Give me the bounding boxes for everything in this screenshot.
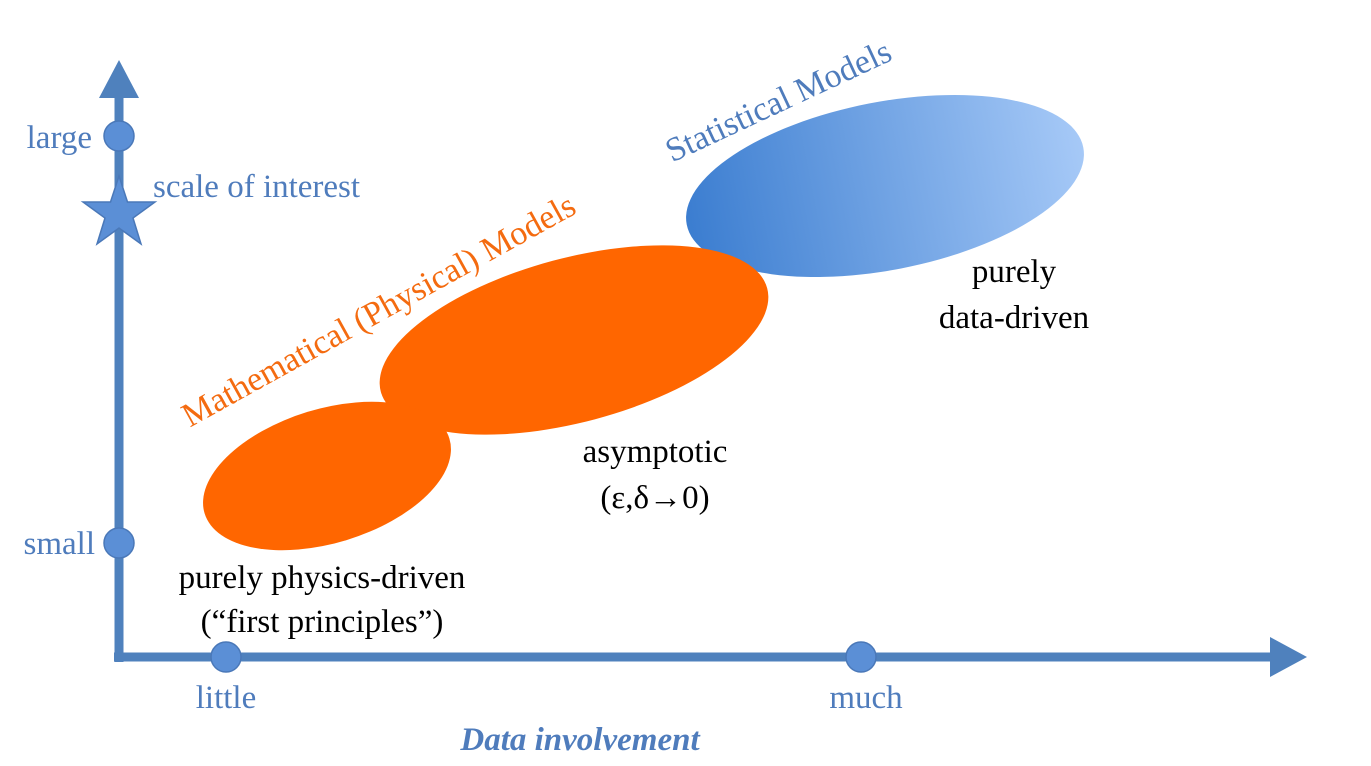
y-tick-small-label: small (24, 526, 96, 562)
x-tick-little-label: little (196, 680, 257, 716)
y-tick-small-marker (103, 527, 135, 559)
x-tick-little-marker (210, 641, 242, 673)
y-axis-arrowhead (99, 60, 139, 98)
x-tick-much-marker (845, 641, 877, 673)
data-driven-line1: purely (972, 254, 1057, 290)
scale-of-interest-label: scale of interest (153, 169, 360, 205)
axis-markers (80, 120, 877, 673)
star-icon (80, 173, 158, 246)
asymptotic-line2: (ε,δ→0) (600, 480, 709, 516)
statistical-models-ellipse (686, 94, 1084, 278)
physics-driven-line2: (“first principles”) (201, 604, 444, 640)
data-driven-line2: data-driven (939, 300, 1089, 336)
x-axis-title: Data involvement (459, 722, 700, 758)
asymptotic-line1: asymptotic (583, 434, 728, 470)
y-tick-large-label: large (27, 120, 92, 156)
model-regions (203, 94, 1084, 551)
physical-models-ellipse-small (203, 401, 451, 551)
x-axis-arrowhead (1270, 637, 1307, 677)
physical-models-ellipse-large (379, 245, 769, 435)
physics-driven-line1: purely physics-driven (179, 560, 466, 596)
y-tick-large-marker (103, 120, 135, 152)
x-tick-much-label: much (829, 680, 903, 716)
